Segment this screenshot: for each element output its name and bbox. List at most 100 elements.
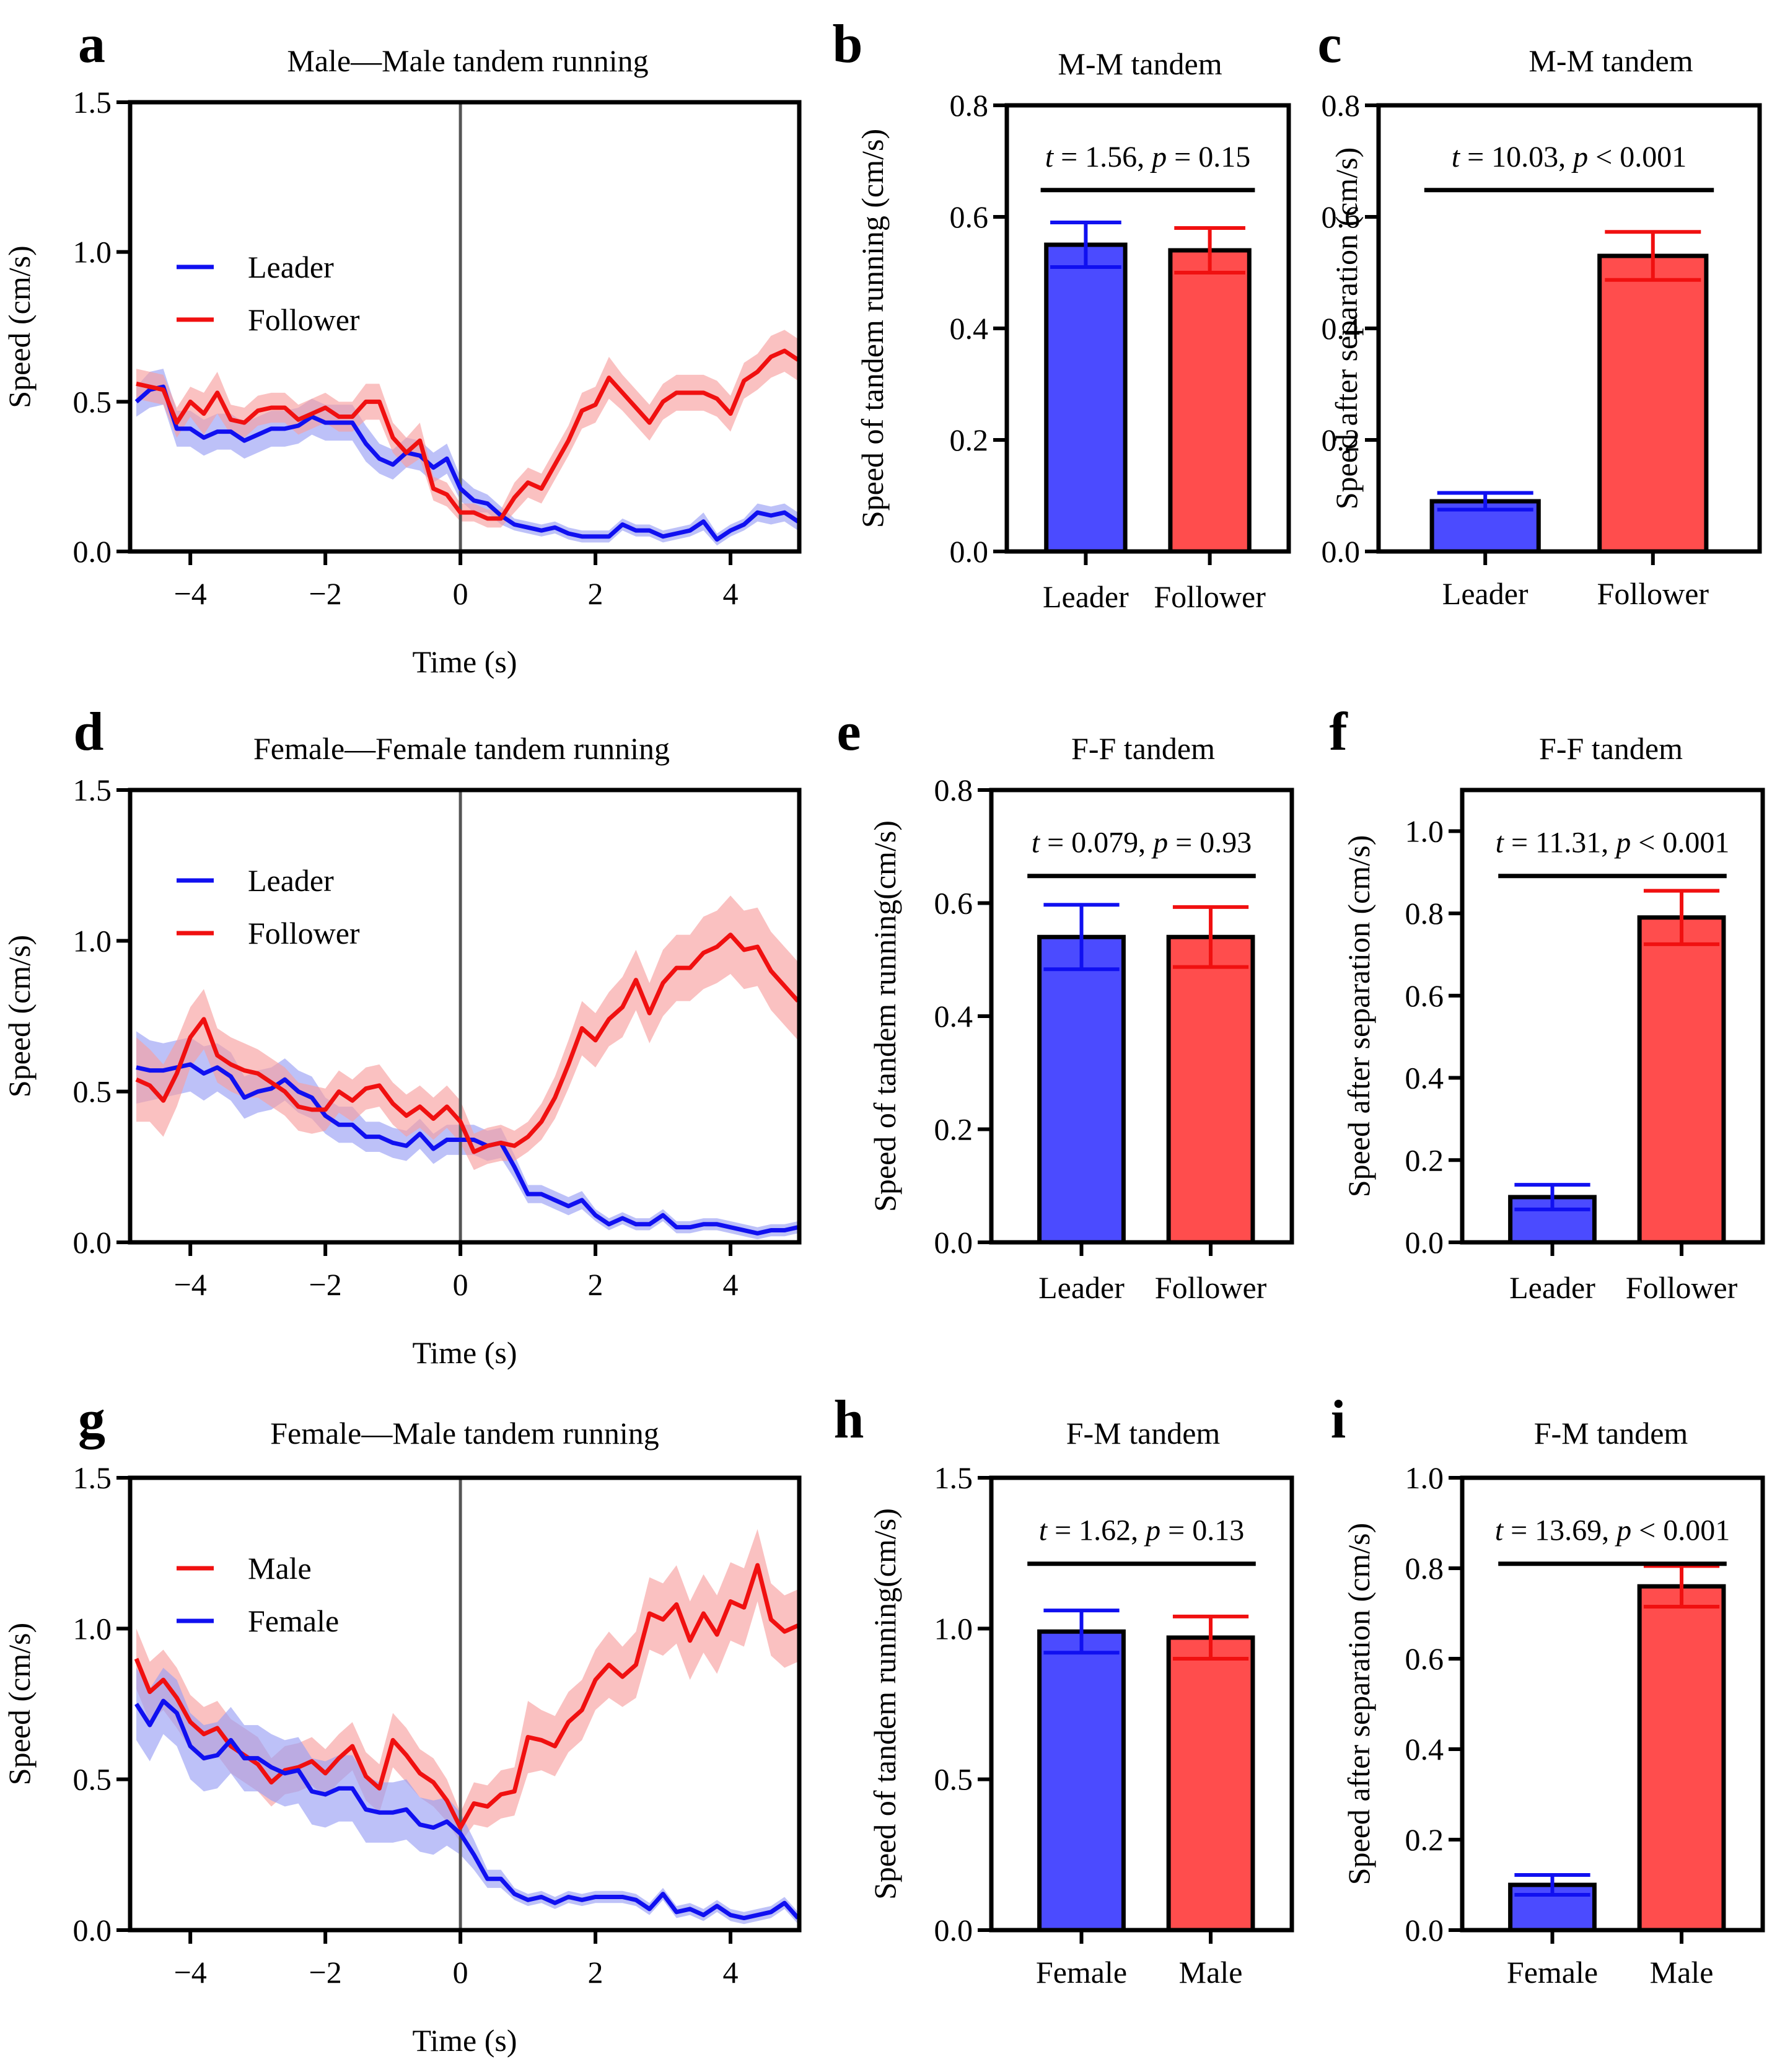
- y-axis-label: Speed of tandem running(cm/s): [867, 1508, 902, 1900]
- y-tick-label: 0.4: [1405, 1061, 1444, 1095]
- x-tick-label: 4: [723, 576, 739, 611]
- series-line-leader: [134, 384, 799, 542]
- plot-frame: [1004, 103, 1291, 554]
- category-label: Leader: [1509, 1270, 1595, 1305]
- plot-frame: [1460, 1475, 1765, 1933]
- panel-a: a Male—Male tandem running 0.0 0.5 1.0 1.5 Spe…: [2, 14, 802, 679]
- plot-area: [135, 790, 799, 1242]
- p-value: = 0.15: [1167, 141, 1250, 173]
- x-tick-label: 4: [723, 1955, 739, 1990]
- plot-frame: [128, 1475, 802, 1933]
- x-tick-label: 0: [453, 1267, 468, 1302]
- y-tick-label: 0.6: [1322, 200, 1361, 234]
- x-tick-label: 0: [453, 576, 468, 611]
- t-symbol: t: [1496, 827, 1505, 859]
- y-tick-label: 0.0: [1405, 1913, 1444, 1947]
- stat-annotation: t = 13.69, p < 0.001: [1495, 1514, 1730, 1547]
- legend-label-male: Male: [248, 1551, 312, 1586]
- y-tick-label: 1.5: [73, 773, 112, 807]
- plot-frame: [1376, 103, 1762, 554]
- bar-leader: [1044, 242, 1128, 554]
- x-tick-label: 2: [588, 576, 603, 611]
- t-value: = 1.62,: [1047, 1514, 1146, 1547]
- panel-e: e F-F tandem 0.0 0.2 0.4 0.6 0.8 Speed of tande…: [836, 702, 1294, 1305]
- stat-annotation: t = 1.56, p = 0.15: [1045, 141, 1251, 173]
- panel-letter: f: [1329, 702, 1348, 762]
- plot-frame: [989, 1475, 1294, 1933]
- panel-letter: b: [833, 14, 863, 74]
- t-symbol: t: [1032, 827, 1041, 859]
- plot-area: [134, 102, 799, 551]
- y-tick-label: 1.5: [73, 1460, 112, 1495]
- t-symbol: t: [1495, 1514, 1504, 1547]
- p-value: < 0.001: [1631, 827, 1729, 859]
- stat-annotation: t = 1.62, p = 0.13: [1039, 1514, 1245, 1547]
- plot-area: [134, 1478, 799, 1930]
- x-axis-label: Time (s): [412, 644, 517, 679]
- series-line-follower: [136, 348, 799, 521]
- y-tick-label: 0.5: [934, 1762, 973, 1797]
- y-axis-label: Speed of tandem running (cm/s): [855, 129, 890, 528]
- category-label: Follower: [1154, 579, 1266, 614]
- bar-female: [1037, 1629, 1126, 1933]
- p-value: = 0.13: [1160, 1514, 1244, 1547]
- series-line-female: [134, 1698, 799, 1921]
- y-tick-label: 1.0: [934, 1611, 973, 1646]
- p-symbol: p: [1150, 141, 1167, 173]
- chart-title: Male—Male tandem running: [287, 43, 648, 78]
- chart-title: Female—Male tandem running: [270, 1416, 659, 1451]
- x-tick-label: 0: [453, 1955, 468, 1990]
- plot-frame: [989, 788, 1294, 1245]
- category-label: Follower: [1597, 576, 1709, 611]
- legend-label-leader: Leader: [248, 863, 334, 898]
- legend-label-female: Female: [248, 1604, 339, 1638]
- x-tick-label: −4: [174, 1267, 207, 1302]
- y-tick-label: 0.4: [1405, 1732, 1444, 1767]
- category-label: Female: [1507, 1955, 1598, 1990]
- y-axis-label: Speed after separation (cm/s): [1329, 147, 1364, 509]
- p-symbol: p: [1614, 827, 1631, 859]
- y-tick-label: 0.5: [73, 1762, 112, 1797]
- y-axis-label: Speed after separation (cm/s): [1341, 835, 1376, 1197]
- category-label: Follower: [1155, 1270, 1267, 1305]
- p-symbol: p: [1571, 141, 1588, 173]
- stat-annotation: t = 10.03, p < 0.001: [1452, 141, 1687, 173]
- y-tick-label: 0.0: [73, 534, 112, 569]
- y-tick-label: 1.0: [1405, 1460, 1444, 1495]
- t-symbol: t: [1045, 141, 1055, 173]
- panel-letter: d: [74, 702, 104, 762]
- category-label: Male: [1179, 1955, 1243, 1990]
- y-tick-label: 0.8: [1322, 88, 1361, 123]
- chart-title: F-F tandem: [1071, 731, 1215, 766]
- y-tick-label: 0.0: [934, 1225, 973, 1260]
- y-axis-label: Speed (cm/s): [2, 245, 37, 408]
- panel-h: h F-M tandem 0.0 0.5 1.0 1.5 Speed of tandem r…: [834, 1390, 1294, 1990]
- sem-band-male: [136, 1529, 798, 1843]
- bar-follower: [1166, 934, 1255, 1245]
- plot-frame: [128, 788, 802, 1245]
- p-value: < 0.001: [1631, 1514, 1730, 1547]
- p-value: < 0.001: [1588, 141, 1686, 173]
- p-symbol: p: [1615, 1514, 1631, 1547]
- y-tick-label: 0.6: [1405, 978, 1444, 1013]
- y-tick-label: 0.0: [73, 1913, 112, 1947]
- y-tick-label: 1.5: [934, 1460, 973, 1495]
- bar-follower: [1637, 915, 1726, 1245]
- legend-label-follower: Follower: [248, 302, 360, 337]
- bar-male: [1166, 1635, 1255, 1933]
- y-tick-label: 1.0: [1405, 814, 1444, 848]
- bar-follower: [1168, 248, 1252, 554]
- x-tick-label: 2: [588, 1955, 603, 1990]
- category-label: Follower: [1626, 1270, 1738, 1305]
- legend-label-leader: Leader: [248, 250, 334, 284]
- p-symbol: p: [1151, 827, 1168, 859]
- p-value: = 0.93: [1168, 827, 1252, 859]
- y-tick-label: 0.4: [934, 999, 973, 1034]
- panel-c: c M-M tandem 0.0 0.2 0.4 0.6 0.8 Speed after se…: [1317, 14, 1762, 611]
- category-label: Leader: [1442, 576, 1529, 611]
- panel-letter: i: [1331, 1390, 1346, 1450]
- panel-letter: g: [78, 1390, 105, 1450]
- bar-leader: [1037, 934, 1126, 1245]
- stat-annotation: t = 11.31, p < 0.001: [1496, 827, 1730, 859]
- y-tick-label: 0.4: [950, 311, 989, 346]
